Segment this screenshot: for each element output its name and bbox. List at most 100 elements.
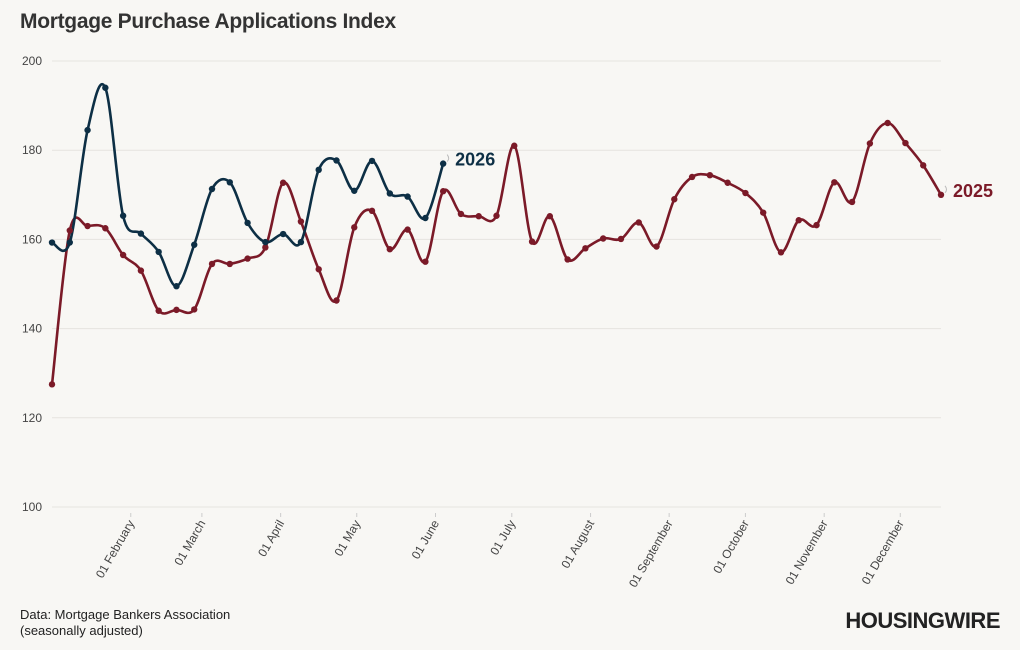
data-point-2025 xyxy=(777,249,785,256)
x-tick-label: 01 July xyxy=(487,518,518,558)
data-point-2025 xyxy=(475,213,482,220)
data-point-2025 xyxy=(831,179,838,186)
data-point-2025 xyxy=(333,297,340,304)
data-point-2025 xyxy=(244,255,251,262)
data-point-2026 xyxy=(226,179,233,186)
data-point-2025 xyxy=(297,218,305,225)
data-point-2025 xyxy=(404,226,411,233)
data-point-2025 xyxy=(457,210,465,218)
data-point-2025 xyxy=(884,119,891,127)
data-point-2025 xyxy=(422,258,429,265)
data-point-2026 xyxy=(48,239,56,246)
x-tick-label: 01 September xyxy=(626,518,676,590)
series-label-2025: 2025 xyxy=(953,181,993,201)
data-point-2026 xyxy=(404,193,411,200)
data-point-2026 xyxy=(102,84,109,91)
adjustment-note: (seasonally adjusted) xyxy=(20,623,143,638)
x-tick-label: 01 February xyxy=(93,518,137,581)
label-connector-2025 xyxy=(944,185,947,194)
data-point-2026 xyxy=(315,166,322,174)
x-tick-label: 01 March xyxy=(171,518,208,568)
label-connector-2026 xyxy=(446,154,450,162)
data-point-2025 xyxy=(528,238,536,245)
data-point-2026 xyxy=(66,239,73,246)
data-point-2026 xyxy=(208,185,216,193)
data-point-2025 xyxy=(760,209,767,216)
y-tick-label: 160 xyxy=(22,232,42,246)
source-note: Data: Mortgage Bankers Association (seas… xyxy=(20,607,230,639)
data-point-2025 xyxy=(564,256,571,263)
data-point-2025 xyxy=(688,173,696,181)
data-point-2026 xyxy=(262,238,269,246)
data-point-2025 xyxy=(173,306,180,314)
data-point-2025 xyxy=(671,196,678,203)
data-point-2025 xyxy=(155,307,162,314)
data-point-2026 xyxy=(351,187,358,194)
data-point-2025 xyxy=(635,219,642,226)
data-point-2025 xyxy=(546,213,554,220)
y-tick-label: 200 xyxy=(22,54,42,68)
y-tick-label: 140 xyxy=(22,322,42,336)
data-point-2026 xyxy=(333,157,340,164)
data-point-2026 xyxy=(244,219,251,227)
data-point-2025 xyxy=(48,381,56,388)
data-point-2025 xyxy=(66,227,73,234)
y-axis: 100 120 140 160 180 200 xyxy=(22,54,42,514)
x-axis: 01 February 01 March 01 April 01 May 01 June… xyxy=(93,513,907,590)
chart-title: Mortgage Purchase Applications Index xyxy=(20,10,396,33)
data-point-2026 xyxy=(297,238,305,246)
data-point-2025 xyxy=(279,179,287,186)
data-point-2025 xyxy=(706,171,714,179)
data-point-2025 xyxy=(84,222,91,230)
housingwire-logo: HOUSINGWIRE xyxy=(845,608,1000,633)
data-point-2025 xyxy=(226,260,233,268)
data-point-2025 xyxy=(813,221,820,229)
x-tick-label: 01 December xyxy=(859,518,907,587)
data-point-2025 xyxy=(208,260,216,268)
x-tick-label: 01 October xyxy=(710,518,752,576)
series-label-2026: 2026 xyxy=(455,150,495,170)
series-line-2025 xyxy=(50,121,943,386)
data-point-2025 xyxy=(582,245,589,252)
data-point-2026 xyxy=(173,283,180,290)
x-tick-label: 01 May xyxy=(332,518,364,559)
series-lines xyxy=(50,83,943,386)
data-point-2025 xyxy=(262,244,269,251)
data-point-2025 xyxy=(137,267,145,274)
data-point-2026 xyxy=(84,126,91,134)
chart-grid xyxy=(52,60,941,508)
series-labels: 2025 2026 xyxy=(446,150,993,201)
data-point-2026 xyxy=(386,190,394,197)
data-point-2025 xyxy=(920,162,927,169)
data-point-2025 xyxy=(511,142,518,149)
data-point-2026 xyxy=(279,230,287,238)
x-tick-label: 01 November xyxy=(783,518,831,587)
data-point-2025 xyxy=(599,235,607,242)
data-point-2025 xyxy=(653,243,660,250)
source-text: Data: Mortgage Bankers Association xyxy=(20,607,231,622)
data-point-2026 xyxy=(119,212,127,219)
x-tick-label: 01 August xyxy=(558,517,597,571)
data-point-2026 xyxy=(155,248,162,256)
y-tick-label: 180 xyxy=(22,143,42,157)
data-point-2025 xyxy=(439,188,447,195)
data-point-2025 xyxy=(119,251,127,259)
data-point-2025 xyxy=(191,306,198,313)
data-point-2026 xyxy=(191,241,198,248)
x-tick-label: 01 June xyxy=(409,517,443,561)
data-point-2026 xyxy=(439,160,447,167)
data-point-2025 xyxy=(493,212,500,219)
data-point-2026 xyxy=(137,230,145,237)
data-point-2025 xyxy=(724,179,731,186)
data-point-2025 xyxy=(315,266,322,273)
series-points xyxy=(48,84,945,388)
data-point-2025 xyxy=(102,225,109,232)
data-point-2026 xyxy=(422,214,429,222)
data-point-2025 xyxy=(351,224,358,231)
data-point-2025 xyxy=(386,246,394,253)
data-point-2025 xyxy=(937,191,945,198)
x-tick-label: 01 April xyxy=(255,518,287,560)
data-point-2025 xyxy=(617,235,625,243)
data-point-2025 xyxy=(902,139,909,147)
